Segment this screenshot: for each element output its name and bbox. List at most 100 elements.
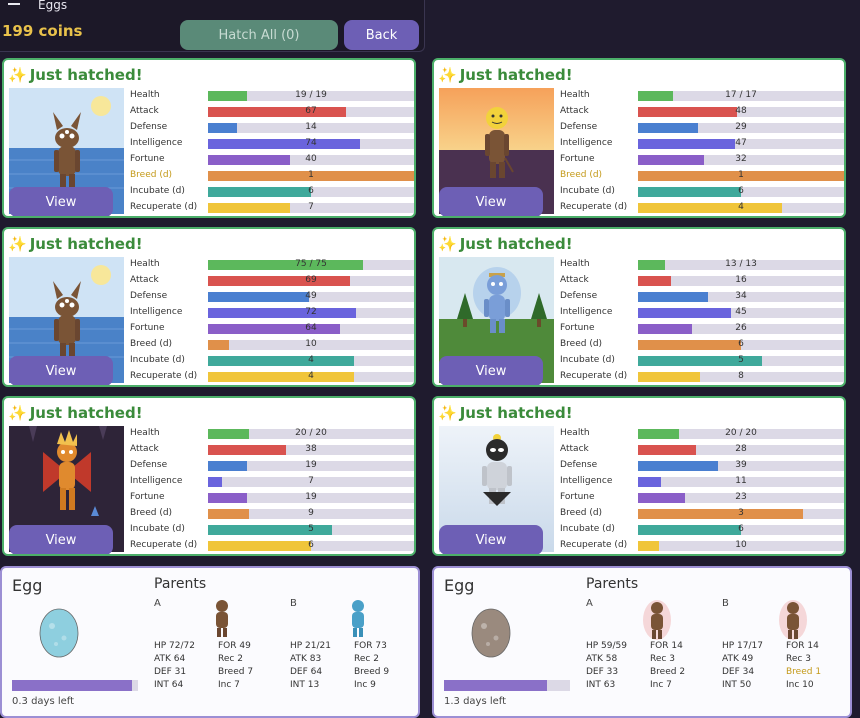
just-hatched-label: ✨ Just hatched! [438,235,573,253]
stat-value: 40 [305,154,317,164]
stat-bar [638,372,844,382]
egg-title: Egg [12,576,43,595]
stat-label: Recuperate (d) [130,202,198,212]
stat-attack: Attack 67 [130,104,414,120]
stat-label: Health [130,259,160,269]
stat-value: 7 [308,476,314,486]
egg-card: Egg 1.3 days left Parents A B HP 59/59 AT… [432,566,852,718]
creature-card: ✨ Just hatched! View Health 17 / 17 Attac… [432,58,846,218]
parent-b-avatar [778,598,808,646]
stat-label: Incubate (d) [130,524,185,534]
stat-label: Recuperate (d) [130,540,198,550]
stat-health: Health 75 / 75 [130,257,414,273]
sparkle-icon: ✨ [438,404,457,422]
stat-bar [208,372,414,382]
stat-value: 20 / 20 [295,428,327,438]
stat-recuperate: Recuperate (d) 4 [130,369,414,385]
stat-label: Breed (d) [130,508,173,518]
stat-breed: Breed (d) 3 [560,506,844,522]
egg-card: Egg 0.3 days left Parents A B HP 72/72 AT… [0,566,420,718]
view-button[interactable]: View [439,187,543,216]
stat-label: Incubate (d) [130,186,185,196]
stat-bar [208,461,414,471]
stat-label: Attack [130,444,159,454]
stat-defense: Defense 39 [560,458,844,474]
stat-bar [208,509,414,519]
stat-bar [208,203,414,213]
stat-recuperate: Recuperate (d) 4 [560,200,844,216]
stat-bar [208,171,414,181]
parent-b-avatar [346,598,370,642]
stat-bar [638,324,844,334]
stat-bar [638,155,844,165]
stat-value: 11 [735,476,747,486]
time-left: 0.3 days left [12,696,75,707]
stat-recuperate: Recuperate (d) 8 [560,369,844,385]
stat-list: Health 13 / 13 Attack 16 Defense 34 Inte… [560,257,844,385]
stat-label: Defense [560,460,598,470]
stat-value: 64 [305,323,317,333]
stat-value: 19 / 19 [295,90,327,100]
stat-value: 16 [735,275,747,285]
view-button[interactable]: View [9,187,113,216]
stat-label: Recuperate (d) [560,202,628,212]
stat-label: Recuperate (d) [560,371,628,381]
stat-label: Incubate (d) [560,355,615,365]
stat-label: Intelligence [560,476,613,486]
stat-value: 17 / 17 [725,90,757,100]
time-left: 1.3 days left [444,696,507,707]
menu-icon[interactable] [8,0,22,10]
stat-value: 74 [305,138,317,148]
stat-bar [208,123,414,133]
stat-label: Intelligence [560,307,613,317]
stat-label: Fortune [130,492,165,502]
stat-label: Attack [130,106,159,116]
incubation-progress [12,680,138,691]
coin-balance: 199 coins [2,22,83,40]
stat-value: 34 [735,291,747,301]
stat-attack: Attack 48 [560,104,844,120]
stat-health: Health 20 / 20 [560,426,844,442]
stat-bar [638,477,844,487]
stat-label: Fortune [560,323,595,333]
stat-label: Defense [560,291,598,301]
stat-incubate: Incubate (d) 6 [560,522,844,538]
stat-intelligence: Intelligence 11 [560,474,844,490]
stat-fortune: Fortune 64 [130,321,414,337]
stat-intelligence: Intelligence 72 [130,305,414,321]
stat-bar [638,525,844,535]
stat-value: 23 [735,492,747,502]
stat-bar [638,203,844,213]
stat-label: Intelligence [130,476,183,486]
stat-bar [208,155,414,165]
stat-health: Health 13 / 13 [560,257,844,273]
stat-defense: Defense 49 [130,289,414,305]
view-button[interactable]: View [439,525,543,554]
stat-bar [208,276,414,286]
stat-bar [208,356,414,366]
back-button[interactable]: Back [344,20,419,50]
stat-bar [638,429,844,439]
sparkle-icon: ✨ [8,235,27,253]
stat-fortune: Fortune 19 [130,490,414,506]
stat-bar [208,429,414,439]
stat-value: 4 [308,371,314,381]
stat-bar [638,260,844,270]
parent-a-avatar [210,598,234,642]
view-button[interactable]: View [9,356,113,385]
stat-incubate: Incubate (d) 5 [130,522,414,538]
view-button[interactable]: View [9,525,113,554]
stat-label: Defense [130,291,168,301]
stat-breed: Breed (d) 6 [560,337,844,353]
stat-value: 10 [305,339,317,349]
stat-label: Intelligence [560,138,613,148]
stat-label: Health [130,90,160,100]
stat-list: Health 20 / 20 Attack 38 Defense 19 Inte… [130,426,414,554]
stat-value: 6 [738,524,744,534]
stat-value: 5 [308,524,314,534]
stat-bar [638,107,844,117]
stat-bar [638,356,844,366]
view-button[interactable]: View [439,356,543,385]
hatch-all-button[interactable]: Hatch All (0) [180,20,338,50]
parent-b-label: B [722,598,729,609]
